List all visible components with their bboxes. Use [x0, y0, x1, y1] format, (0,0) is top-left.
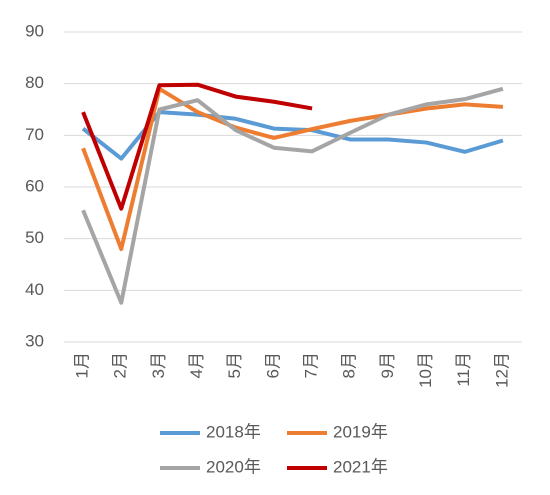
series-line: [81, 86, 504, 251]
x-tick-label: 10月: [416, 352, 435, 388]
x-tick-label: 7月: [302, 352, 321, 378]
series-line: [81, 82, 313, 211]
x-tick-label: 2月: [111, 352, 130, 378]
y-tick-label: 30: [25, 331, 44, 350]
legend-label: 2020年: [206, 457, 261, 476]
y-tick-label: 50: [25, 228, 44, 247]
legend-label: 2021年: [333, 457, 388, 476]
legend-label: 2018年: [206, 422, 261, 441]
y-tick-label: 70: [25, 125, 44, 144]
y-tick-label: 40: [25, 280, 44, 299]
x-tick-label: 12月: [492, 352, 511, 388]
x-tick-label: 5月: [225, 352, 244, 378]
x-tick-label: 6月: [263, 352, 282, 378]
x-tick-label: 9月: [378, 352, 397, 378]
x-tick-label: 4月: [187, 352, 206, 378]
x-tick-label: 11月: [454, 352, 473, 387]
legend-label: 2019年: [333, 422, 388, 441]
y-tick-label: 80: [25, 73, 44, 92]
series-line: [81, 86, 504, 305]
y-tick-label: 90: [25, 21, 44, 40]
y-tick-label: 60: [25, 176, 44, 195]
x-tick-label: 8月: [340, 352, 359, 378]
x-tick-label: 3月: [149, 352, 168, 378]
x-tick-label: 1月: [73, 352, 92, 378]
